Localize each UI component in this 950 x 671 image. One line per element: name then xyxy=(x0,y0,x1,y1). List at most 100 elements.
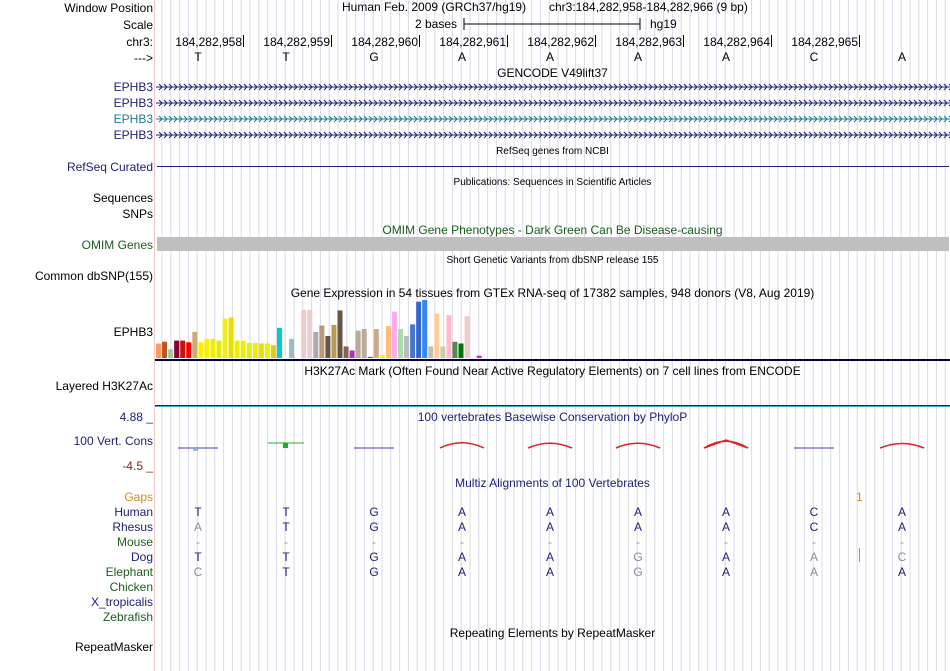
species-label[interactable]: Human xyxy=(114,505,153,519)
gencode-label-4[interactable]: EPHB3 xyxy=(113,128,153,142)
gtex-tissue-bar[interactable] xyxy=(307,309,313,358)
conservation-label[interactable]: 100 Vert. Cons xyxy=(73,434,153,448)
gtex-tissue-bar[interactable] xyxy=(186,342,192,358)
gtex-tissue-bar[interactable] xyxy=(264,343,270,359)
gtex-tissue-bar[interactable] xyxy=(240,340,246,358)
gtex-tissue-bar[interactable] xyxy=(313,331,319,358)
gtex-tissue-bar[interactable] xyxy=(277,327,282,358)
gtex-tissue-bar[interactable] xyxy=(180,340,186,358)
conservation-score[interactable] xyxy=(268,442,304,448)
gtex-tissue-bar[interactable] xyxy=(452,341,458,358)
gtex-tissue-bar[interactable] xyxy=(198,342,204,358)
h3k27ac-label[interactable]: Layered H3K27Ac xyxy=(55,379,153,393)
h3k27ac-track-title[interactable]: H3K27Ac Mark (Often Found Near Active Re… xyxy=(304,364,801,378)
gtex-tissue-bar[interactable] xyxy=(216,340,222,358)
species-label[interactable]: Zebrafish xyxy=(102,610,153,624)
gtex-tissue-bar[interactable] xyxy=(258,343,264,359)
snps-label[interactable]: SNPs xyxy=(122,207,153,221)
gtex-tissue-bar[interactable] xyxy=(428,346,434,358)
gtex-tissue-bar[interactable] xyxy=(410,324,416,358)
omim-gene-bar[interactable] xyxy=(157,237,949,251)
gtex-tissue-bar[interactable] xyxy=(458,343,464,359)
refseq-track-title[interactable]: RefSeq genes from NCBI xyxy=(496,146,609,157)
gtex-tissue-bar[interactable] xyxy=(252,342,258,358)
gtex-tissue-bar[interactable] xyxy=(476,355,482,358)
conservation-wiggle[interactable] xyxy=(155,424,950,472)
gtex-tissue-bar[interactable] xyxy=(355,330,361,358)
gtex-tissue-bar[interactable] xyxy=(343,346,349,358)
refseq-gene-line[interactable] xyxy=(157,166,949,167)
refseq-label[interactable]: RefSeq Curated xyxy=(66,160,153,174)
conservation-score[interactable] xyxy=(178,447,218,451)
species-label[interactable]: Chicken xyxy=(109,580,153,594)
gtex-tissue-bar[interactable] xyxy=(156,343,161,359)
gencode-transcripts[interactable] xyxy=(155,80,950,144)
conservation-score[interactable] xyxy=(703,439,749,449)
conservation-score[interactable] xyxy=(527,442,573,449)
gencode-label-1[interactable]: EPHB3 xyxy=(113,80,153,94)
gtex-tissue-bar[interactable] xyxy=(168,349,174,358)
sequences-label[interactable]: Sequences xyxy=(92,191,153,205)
conservation-score[interactable] xyxy=(439,442,485,449)
gtex-tissue-bar[interactable] xyxy=(331,324,337,358)
gtex-tissue-bar[interactable] xyxy=(234,340,240,358)
gtex-tissue-bar[interactable] xyxy=(162,341,168,358)
gtex-track-title[interactable]: Gene Expression in 54 tissues from GTEx … xyxy=(290,286,815,300)
gtex-tissue-bar[interactable] xyxy=(289,338,295,358)
omim-track-title[interactable]: OMIM Gene Phenotypes - Dark Green Can Be… xyxy=(382,223,723,237)
gtex-tissue-bar[interactable] xyxy=(367,356,373,358)
dbsnp-label[interactable]: Common dbSNP(155) xyxy=(34,269,153,283)
gtex-tissue-bar[interactable] xyxy=(210,338,216,358)
gtex-tissue-bar[interactable] xyxy=(295,346,301,358)
gencode-transcript[interactable] xyxy=(156,115,950,123)
gencode-transcript[interactable] xyxy=(156,99,950,107)
gtex-tissue-bar[interactable] xyxy=(222,318,228,358)
repeatmasker-label[interactable]: RepeatMasker xyxy=(74,640,153,654)
gtex-barchart[interactable] xyxy=(155,300,950,360)
gtex-tissue-bar[interactable] xyxy=(204,338,210,358)
gtex-tissue-bar[interactable] xyxy=(349,350,355,358)
conservation-score[interactable] xyxy=(615,442,661,449)
gtex-tissue-bar[interactable] xyxy=(246,342,252,358)
species-label[interactable]: Mouse xyxy=(116,535,153,549)
gtex-label[interactable]: EPHB3 xyxy=(113,325,153,339)
gtex-tissue-bar[interactable] xyxy=(416,301,422,358)
publications-track-title[interactable]: Publications: Sequences in Scientific Ar… xyxy=(453,177,652,188)
gtex-tissue-bar[interactable] xyxy=(373,329,379,358)
gtex-tissue-bar[interactable] xyxy=(404,335,410,358)
gtex-tissue-bar[interactable] xyxy=(361,329,367,358)
gtex-tissue-bar[interactable] xyxy=(379,355,385,358)
gtex-tissue-bar[interactable] xyxy=(398,329,403,358)
gtex-tissue-bar[interactable] xyxy=(192,331,198,358)
dbsnp-track-title[interactable]: Short Genetic Variants from dbSNP releas… xyxy=(446,255,659,266)
gtex-tissue-bar[interactable] xyxy=(174,340,180,358)
gtex-tissue-bar[interactable] xyxy=(270,345,276,358)
gtex-tissue-bar[interactable] xyxy=(391,311,397,358)
conservation-track-title[interactable]: 100 vertebrates Basewise Conservation by… xyxy=(417,410,688,424)
species-label[interactable]: Dog xyxy=(130,550,153,564)
species-label[interactable]: Rhesus xyxy=(112,520,153,534)
multiz-track-title[interactable]: Multiz Alignments of 100 Vertebrates xyxy=(455,476,650,490)
omim-label[interactable]: OMIM Genes xyxy=(81,238,153,252)
gencode-label-3[interactable]: EPHB3 xyxy=(113,112,153,126)
gtex-tissue-bar[interactable] xyxy=(385,326,391,358)
gencode-transcript[interactable] xyxy=(156,83,950,91)
gtex-tissue-bar[interactable] xyxy=(464,316,470,358)
gtex-tissue-bar[interactable] xyxy=(301,309,307,358)
gaps-label[interactable]: Gaps xyxy=(124,490,153,504)
gtex-tissue-bar[interactable] xyxy=(446,315,452,358)
gtex-tissue-bar[interactable] xyxy=(440,346,446,358)
repeatmasker-track-title[interactable]: Repeating Elements by RepeatMasker xyxy=(449,626,656,640)
species-label[interactable]: X_tropicalis xyxy=(90,595,153,609)
conservation-score[interactable] xyxy=(879,442,925,449)
gencode-transcript[interactable] xyxy=(156,131,950,139)
gtex-tissue-bar[interactable] xyxy=(228,317,234,358)
species-label[interactable]: Elephant xyxy=(105,565,153,579)
gencode-track-title[interactable]: GENCODE V49lift37 xyxy=(497,66,608,80)
gtex-tissue-bar[interactable] xyxy=(337,310,343,358)
gtex-tissue-bar[interactable] xyxy=(319,325,325,358)
gtex-tissue-bar[interactable] xyxy=(434,313,440,358)
gtex-tissue-bar[interactable] xyxy=(325,335,331,358)
position-readout[interactable]: chr3:184,282,958-184,282,966 (9 bp) xyxy=(549,0,748,14)
gtex-tissue-bar[interactable] xyxy=(283,356,289,358)
